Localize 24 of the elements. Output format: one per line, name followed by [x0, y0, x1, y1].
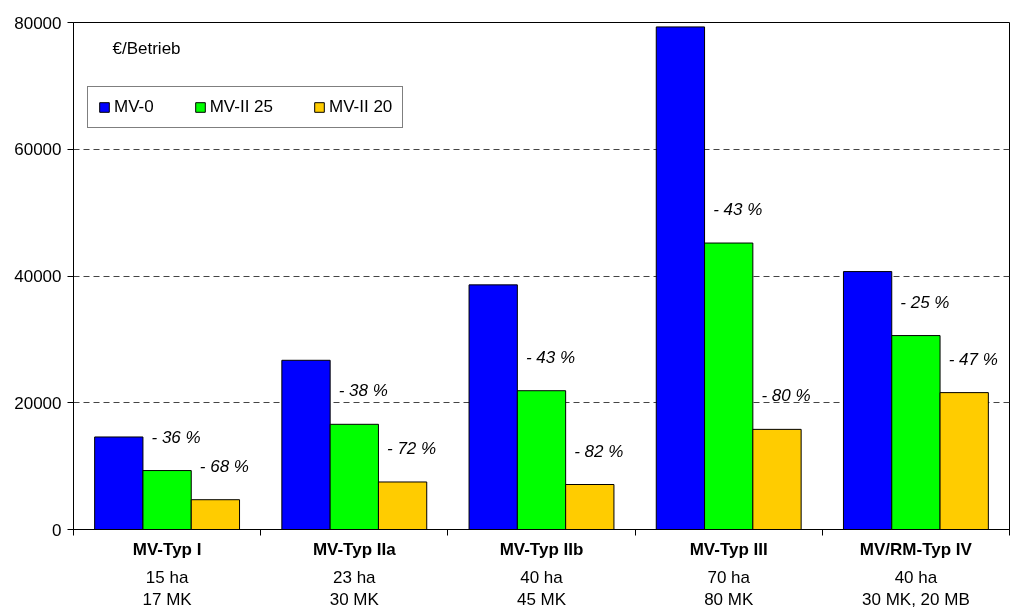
annotation: - 43 % — [713, 200, 763, 220]
y-tick-label: 0 — [52, 520, 62, 540]
annotation: - 38 % — [338, 381, 388, 401]
y-tick-label: 40000 — [14, 267, 62, 286]
annotation: - 36 % — [151, 427, 201, 447]
annotation: - 68 % — [199, 456, 249, 476]
annotation: - 43 % — [525, 347, 576, 367]
annotation: - 72 % — [387, 438, 437, 458]
legend-label: MV-II 25 — [209, 97, 273, 117]
legend-label: MV-II 20 — [329, 97, 393, 117]
y-tick-label: 60000 — [14, 140, 62, 160]
category-label: MV-Typ IIb 40 ha 45 MK — [499, 539, 584, 610]
category-label: MV-Typ I 15 ha 17 MK — [132, 539, 202, 610]
annotation: - 82 % — [574, 441, 624, 461]
legend-label: MV-0 — [114, 97, 154, 117]
annotation: - 25 % — [900, 292, 950, 312]
category-label: MV-Typ III 70 ha 80 MK — [689, 539, 768, 610]
annotation: - 47 % — [948, 349, 998, 369]
y-tick-label: 20000 — [14, 393, 62, 413]
category-label: MV-Typ IIa 23 ha 30 MK — [312, 539, 396, 610]
annotation: - 80 % — [761, 386, 811, 406]
y-axis-title: €/Betrieb — [112, 39, 181, 58]
category-label: MV/RM-Typ IV 40 ha 30 MK, 20 MB — [859, 539, 972, 610]
y-tick-label: 80000 — [14, 13, 62, 33]
